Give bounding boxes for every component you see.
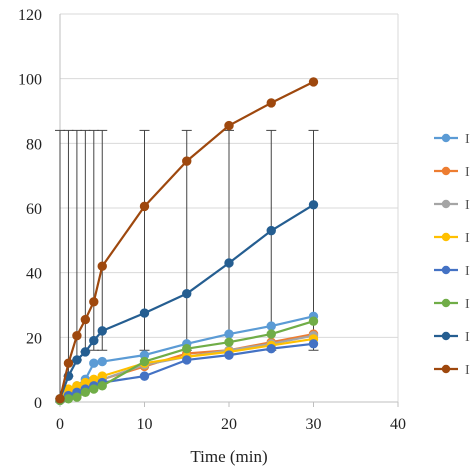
series-layer xyxy=(55,77,319,406)
series-5-point-4 xyxy=(89,384,99,394)
y-tick-label-1: 20 xyxy=(26,330,42,347)
legend-marker-4 xyxy=(441,265,451,275)
x-axis-title: Time (min) xyxy=(190,447,267,466)
legend-marker-6 xyxy=(441,331,451,341)
y-tick-label-4: 80 xyxy=(26,136,42,153)
series-6-point-10 xyxy=(308,200,319,210)
legend-label-1: I xyxy=(465,165,470,180)
y-tick-label-2: 40 xyxy=(26,266,42,283)
series-6-point-6 xyxy=(139,308,150,318)
legend-marker-7 xyxy=(441,364,451,374)
y-tick-label-3: 60 xyxy=(26,201,42,218)
series-4-point-9 xyxy=(266,343,276,354)
series-7-point-6 xyxy=(139,201,150,212)
series-4-point-10 xyxy=(308,339,319,349)
y-tick-label-0: 0 xyxy=(34,395,42,412)
legend-label-2: I xyxy=(465,198,470,213)
legend-marker-0 xyxy=(441,133,451,143)
series-7-point-5 xyxy=(97,261,107,271)
series-6-point-2 xyxy=(72,355,82,365)
legend-marker-2 xyxy=(441,199,451,209)
series-5-point-2 xyxy=(72,392,82,402)
legend-marker-3 xyxy=(441,232,451,242)
series-5-point-9 xyxy=(266,329,276,339)
x-tick-label-4: 40 xyxy=(390,416,406,433)
series-5-point-5 xyxy=(97,381,107,391)
x-tick-label-1: 10 xyxy=(137,416,153,433)
series-7-point-3 xyxy=(80,314,91,325)
x-tick-label-2: 20 xyxy=(221,416,237,433)
series-0-point-5 xyxy=(97,356,107,367)
series-0-point-4 xyxy=(89,358,99,368)
series-7-point-2 xyxy=(72,331,82,341)
series-4-point-8 xyxy=(224,350,234,360)
legend-label-4: I xyxy=(465,264,470,279)
series-7-point-8 xyxy=(224,120,234,131)
series-5-point-7 xyxy=(182,343,192,354)
legend-label-6: I xyxy=(465,330,470,345)
series-6-point-7 xyxy=(182,288,192,299)
series-5-point-8 xyxy=(224,337,234,347)
series-6-point-4 xyxy=(89,335,99,346)
legend: I I I I I I I I xyxy=(434,132,470,378)
series-7-point-4 xyxy=(89,297,99,307)
series-7-point-1 xyxy=(63,358,74,368)
grid-layer xyxy=(60,13,399,402)
series-6-point-3 xyxy=(80,347,91,357)
x-tick-label-0: 0 xyxy=(56,416,64,433)
series-5-point-10 xyxy=(308,316,319,326)
y-tick-label-5: 100 xyxy=(18,72,42,89)
legend-label-5: I xyxy=(465,297,470,312)
series-6-point-8 xyxy=(224,258,234,268)
x-tick-label-3: 30 xyxy=(306,416,322,433)
series-4-point-7 xyxy=(182,355,192,365)
series-0-point-8 xyxy=(224,329,234,339)
legend-marker-1 xyxy=(441,166,451,176)
series-6-point-5 xyxy=(97,326,107,336)
y-tick-label-6: 120 xyxy=(18,7,42,24)
legend-label-7: I xyxy=(465,363,470,378)
series-5-point-1 xyxy=(63,394,74,404)
series-6-point-9 xyxy=(266,225,276,236)
legend-label-0: I xyxy=(465,132,470,147)
legend-marker-5 xyxy=(441,298,451,308)
series-7-point-9 xyxy=(266,98,276,108)
series-7-point-7 xyxy=(182,156,192,166)
legend-label-3: I xyxy=(465,231,470,246)
series-0-point-9 xyxy=(266,321,276,331)
series-5-point-6 xyxy=(139,356,150,367)
series-5-point-3 xyxy=(80,387,91,397)
tick-label-layer: 0 20 40 60 80 100 120 0 10 20 30 40 xyxy=(18,7,406,433)
series-7-point-10 xyxy=(308,77,319,87)
series-7-point-0 xyxy=(55,394,65,404)
series-4-point-6 xyxy=(139,371,150,381)
